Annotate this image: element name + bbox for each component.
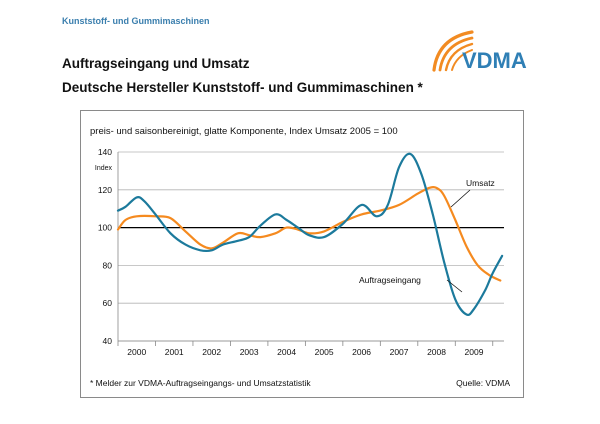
x-tick-label: 2001 — [165, 347, 184, 357]
x-tick-label: 2007 — [390, 347, 409, 357]
annotation-umsatz: Umsatz — [466, 178, 495, 188]
y-axis-label: Index — [95, 165, 113, 172]
x-tick-label: 2002 — [202, 347, 221, 357]
page-subtitle: Deutsche Hersteller Kunststoff- und Gumm… — [62, 80, 423, 95]
source-note: Quelle: VDMA — [456, 378, 510, 388]
chart-title: preis- und saisonbereinigt, glatte Kompo… — [90, 126, 398, 137]
leader-line-auftragseingang — [446, 279, 463, 293]
series-line-umsatz — [116, 186, 502, 282]
page-title: Auftragseingang und Umsatz — [62, 56, 250, 71]
x-tick-label: 2009 — [465, 347, 484, 357]
x-tick-label: 2005 — [315, 347, 334, 357]
y-tick-label: 100 — [98, 223, 112, 233]
x-tick-label: 2000 — [127, 347, 146, 357]
vdma-logo: VDMA — [432, 30, 527, 73]
logo-text: VDMA — [462, 48, 527, 73]
chart-frame — [80, 110, 524, 398]
x-tick-label: 2003 — [240, 347, 259, 357]
logo-arcs — [432, 30, 474, 72]
y-tick-label: 120 — [98, 185, 112, 195]
x-tick-label: 2004 — [277, 347, 296, 357]
y-tick-label: 60 — [103, 298, 113, 308]
leader-line-umsatz — [450, 189, 471, 208]
x-tick-label: 2008 — [427, 347, 446, 357]
x-tick-label: 2006 — [352, 347, 371, 357]
y-tick-label: 140 — [98, 147, 112, 157]
annotation-auftragseingang: Auftragseingang — [359, 275, 421, 285]
series-line-auftragseingang — [116, 152, 504, 316]
y-tick-label: 40 — [103, 336, 113, 346]
y-tick-label: 80 — [103, 260, 113, 270]
footnote: * Melder zur VDMA-Auftragseingangs- und … — [90, 378, 311, 388]
category-label: Kunststoff- und Gummimaschinen — [62, 16, 210, 26]
